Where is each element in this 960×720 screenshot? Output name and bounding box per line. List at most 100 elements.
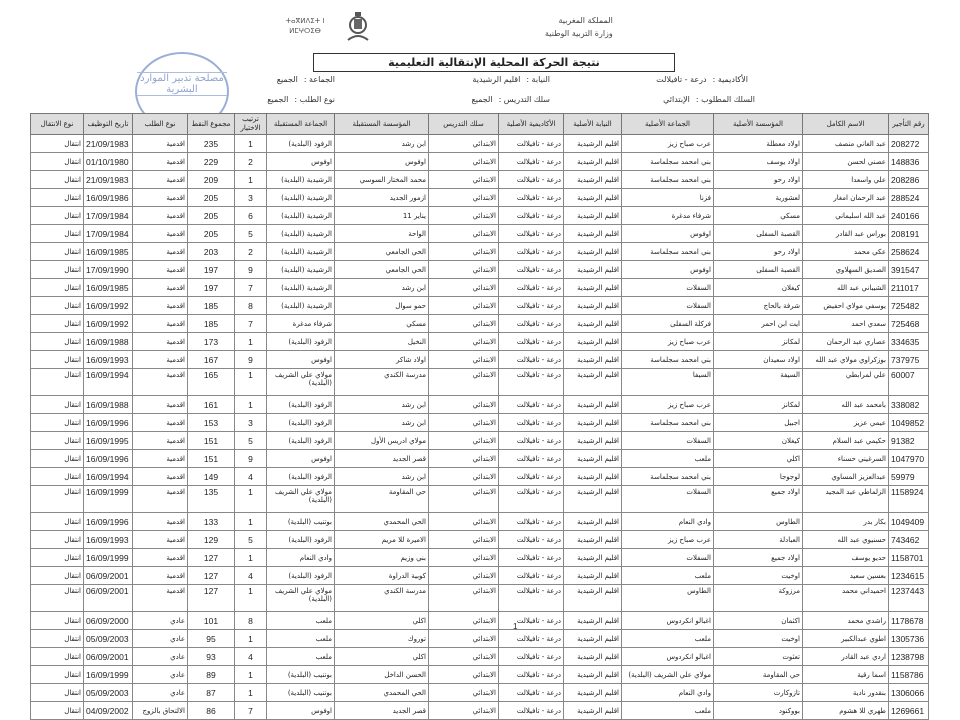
cell-choice-rank: 4 bbox=[234, 647, 267, 666]
cell-hire-date: 16/09/1996 bbox=[83, 512, 133, 531]
cell-hire-date: 16/09/1994 bbox=[83, 467, 133, 486]
cell-request-type: اقدمية bbox=[132, 314, 188, 333]
cell-choice-rank: 9 bbox=[234, 260, 267, 279]
cell-origin-school: كيغلان bbox=[713, 278, 803, 297]
cell-full-name: عبد الرحمان امغار bbox=[802, 188, 889, 207]
cell-salary-id: 338082 bbox=[888, 395, 929, 414]
cell-receiving-school: كوبية الدراوة bbox=[334, 566, 429, 585]
table-row: 1305736 اطوي عبدالكبير اوخيت ملعب اقليم الرش… bbox=[30, 629, 929, 648]
cell-origin-school: اولاد رحو bbox=[713, 242, 803, 261]
table-row: 59979 عبدالعزيز المساوي لوجوجا بني امحمد سج… bbox=[30, 467, 929, 486]
cell-total-points: 95 bbox=[187, 629, 235, 648]
cell-choice-rank: 2 bbox=[234, 242, 267, 261]
cell-origin-commune: اغبالو انكردوس bbox=[621, 647, 714, 666]
cell-teaching-cycle: الابتدائي bbox=[428, 683, 499, 702]
cell-origin-commune: عرب صباح زيز bbox=[621, 332, 714, 351]
cell-origin-academy: درعة - تافيلالت bbox=[498, 548, 564, 567]
cell-full-name: بوراس عبد القادر bbox=[802, 224, 889, 243]
cell-origin-delegation: اقليم الرشيدية bbox=[563, 296, 622, 315]
cell-full-name: بوزكراوي مولاي عبد الله bbox=[802, 350, 889, 369]
cell-hire-date: 16/09/1985 bbox=[83, 242, 133, 261]
table-row: 148836 عصني لحسن اولاد يوسف بني امحمد سجلما… bbox=[30, 152, 929, 171]
cell-origin-school: اولاد يوسف bbox=[713, 152, 803, 171]
cell-origin-commune: بني امحمد سجلماسة bbox=[621, 170, 714, 189]
cell-origin-delegation: اقليم الرشيدية bbox=[563, 449, 622, 468]
cell-origin-academy: درعة - تافيلالت bbox=[498, 467, 564, 486]
cell-transfer-type: انتقال bbox=[30, 701, 84, 720]
cell-origin-school: لمكانز bbox=[713, 332, 803, 351]
cell-hire-date: 16/09/1995 bbox=[83, 431, 133, 450]
cell-choice-rank: 7 bbox=[234, 701, 267, 720]
cell-receiving-commune: الرشيدية (البلدية) bbox=[266, 260, 335, 279]
cycle-requested-label: السلك المطلوب : bbox=[695, 95, 755, 104]
cell-origin-commune: بني امحمد سجلماسة bbox=[621, 350, 714, 369]
cell-transfer-type: انتقال bbox=[30, 584, 84, 612]
cell-salary-id: 743462 bbox=[888, 530, 929, 549]
cell-choice-rank: 1 bbox=[234, 683, 267, 702]
info-commune: الجماعة : الجميع bbox=[277, 75, 335, 84]
cell-total-points: 205 bbox=[187, 224, 235, 243]
cell-salary-id: 1049409 bbox=[888, 512, 929, 531]
cell-full-name: بنقدور نادية bbox=[802, 683, 889, 702]
cell-origin-school: القصبة السفلى bbox=[713, 260, 803, 279]
cell-full-name: عصاري عبد الرحمان bbox=[802, 332, 889, 351]
cell-receiving-school: الحسن الداخل bbox=[334, 665, 429, 684]
info-delegation: النيابة : اقليم الرشيدية bbox=[472, 75, 550, 84]
cell-origin-commune: السفلات bbox=[621, 548, 714, 567]
letterhead-kingdom: المملكة المغربية bbox=[558, 16, 613, 25]
header-origin-academy: الأكاديمية الأصلية bbox=[498, 113, 564, 135]
cell-hire-date: 16/09/1988 bbox=[83, 395, 133, 414]
cell-origin-delegation: اقليم الرشيدية bbox=[563, 647, 622, 666]
cell-transfer-type: انتقال bbox=[30, 188, 84, 207]
cell-origin-academy: درعة - تافيلالت bbox=[498, 368, 564, 396]
table-row: 334635 عصاري عبد الرحمان لمكانز عرب صباح زي… bbox=[30, 332, 929, 351]
cell-origin-school: اجبيل bbox=[713, 413, 803, 432]
cell-origin-commune: فزنا bbox=[621, 188, 714, 207]
cell-origin-commune: السفلات bbox=[621, 296, 714, 315]
cell-origin-delegation: اقليم الرشيدية bbox=[563, 395, 622, 414]
cell-origin-commune: مولاي علي الشريف (البلدية) bbox=[621, 665, 714, 684]
cell-total-points: 127 bbox=[187, 566, 235, 585]
cell-origin-school: الطاوس bbox=[713, 512, 803, 531]
cell-origin-delegation: اقليم الرشيدية bbox=[563, 629, 622, 648]
cell-total-points: 203 bbox=[187, 242, 235, 261]
cell-receiving-commune: الرفود (البلدية) bbox=[266, 413, 335, 432]
cell-teaching-cycle: الابتدائي bbox=[428, 188, 499, 207]
cell-hire-date: 21/09/1983 bbox=[83, 134, 133, 153]
cell-teaching-cycle: الابتدائي bbox=[428, 413, 499, 432]
table-row: 208272 عبد الغاني منصف اولاد معطلة عرب صباح… bbox=[30, 134, 929, 153]
cell-origin-delegation: اقليم الرشيدية bbox=[563, 611, 622, 630]
cell-teaching-cycle: الابتدائي bbox=[428, 152, 499, 171]
cell-teaching-cycle: الابتدائي bbox=[428, 584, 499, 612]
cell-origin-academy: درعة - تافيلالت bbox=[498, 701, 564, 720]
cell-salary-id: 91382 bbox=[888, 431, 929, 450]
cell-receiving-school: حي المقاومة bbox=[334, 485, 429, 513]
cell-total-points: 149 bbox=[187, 467, 235, 486]
cell-request-type: اقدمية bbox=[132, 566, 188, 585]
cell-origin-academy: درعة - تافيلالت bbox=[498, 260, 564, 279]
cell-receiving-school: ازمور الجديد bbox=[334, 188, 429, 207]
header-full-name: الاسم الكامل bbox=[802, 113, 889, 135]
cell-salary-id: 211017 bbox=[888, 278, 929, 297]
cell-receiving-school: توروك bbox=[334, 629, 429, 648]
cell-salary-id: 1158786 bbox=[888, 665, 929, 684]
cell-receiving-school: حمو سوال bbox=[334, 296, 429, 315]
cell-origin-commune: السيفا bbox=[621, 368, 714, 396]
cell-receiving-school: الحي المحمدي bbox=[334, 683, 429, 702]
table-row: 737975 بوزكراوي مولاي عبد الله اولاد سعيدا… bbox=[30, 350, 929, 369]
info-request-type: نوع الطلب : الجميع bbox=[267, 95, 335, 104]
cell-teaching-cycle: الابتدائي bbox=[428, 368, 499, 396]
cell-origin-academy: درعة - تافيلالت bbox=[498, 188, 564, 207]
header-receiving-commune: الجماعة المستقبلة bbox=[266, 113, 335, 135]
table-row: 1237443 احميداني محمد مرزوكة الطاوس اقليم ال… bbox=[30, 584, 929, 612]
cell-receiving-commune: الرفود (البلدية) bbox=[266, 431, 335, 450]
cell-origin-commune: بني امحمد سجلماسة bbox=[621, 152, 714, 171]
results-table: رقم التأجير الاسم الكامل المؤسسة الأصلية ال… bbox=[30, 113, 929, 720]
cell-origin-delegation: اقليم الرشيدية bbox=[563, 224, 622, 243]
header-salary-id: رقم التأجير bbox=[888, 113, 929, 135]
cell-choice-rank: 7 bbox=[234, 314, 267, 333]
cell-teaching-cycle: الابتدائي bbox=[428, 395, 499, 414]
cell-origin-delegation: اقليم الرشيدية bbox=[563, 332, 622, 351]
cell-choice-rank: 3 bbox=[234, 413, 267, 432]
cell-request-type: اقدمية bbox=[132, 485, 188, 513]
